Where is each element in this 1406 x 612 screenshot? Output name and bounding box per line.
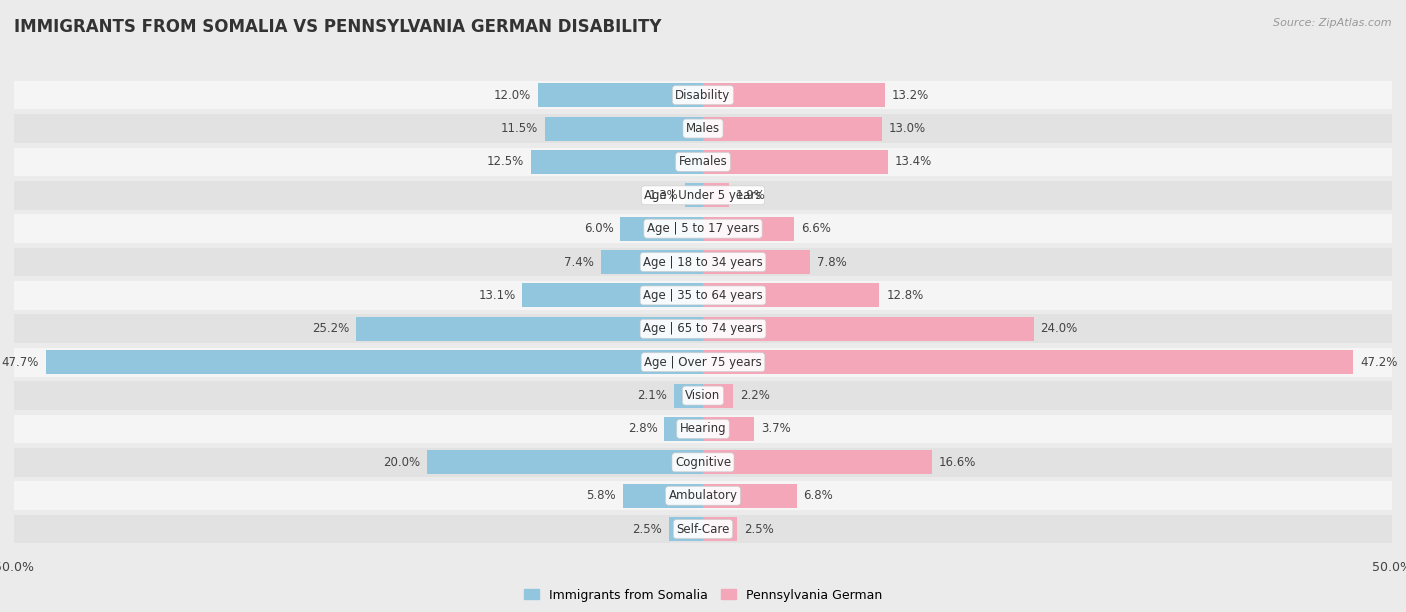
Bar xyxy=(523,283,703,307)
Text: 12.0%: 12.0% xyxy=(494,89,531,102)
Bar xyxy=(703,283,879,307)
Text: Females: Females xyxy=(679,155,727,168)
Bar xyxy=(703,83,884,107)
Bar xyxy=(703,350,1354,374)
Text: 20.0%: 20.0% xyxy=(384,456,420,469)
Text: 1.9%: 1.9% xyxy=(737,188,766,202)
Text: Males: Males xyxy=(686,122,720,135)
Text: 25.2%: 25.2% xyxy=(312,323,349,335)
Bar xyxy=(544,116,703,141)
Text: Age | Over 75 years: Age | Over 75 years xyxy=(644,356,762,368)
Text: 16.6%: 16.6% xyxy=(939,456,976,469)
Bar xyxy=(14,114,1392,143)
Bar xyxy=(531,150,703,174)
Text: 47.2%: 47.2% xyxy=(1360,356,1398,368)
Text: IMMIGRANTS FROM SOMALIA VS PENNSYLVANIA GERMAN DISABILITY: IMMIGRANTS FROM SOMALIA VS PENNSYLVANIA … xyxy=(14,18,662,36)
Text: 1.3%: 1.3% xyxy=(648,188,678,202)
Text: Hearing: Hearing xyxy=(679,422,727,436)
Text: Vision: Vision xyxy=(685,389,721,402)
Bar xyxy=(703,417,754,441)
Bar xyxy=(14,381,1392,410)
Text: 13.1%: 13.1% xyxy=(478,289,516,302)
Bar xyxy=(14,414,1392,443)
Bar xyxy=(14,448,1392,477)
Text: 7.4%: 7.4% xyxy=(564,256,595,269)
Bar xyxy=(14,315,1392,343)
Text: Cognitive: Cognitive xyxy=(675,456,731,469)
Text: 11.5%: 11.5% xyxy=(501,122,537,135)
Bar xyxy=(703,217,794,241)
Text: 5.8%: 5.8% xyxy=(586,489,616,502)
Bar xyxy=(623,483,703,508)
Bar xyxy=(703,250,810,274)
Bar xyxy=(620,217,703,241)
Bar xyxy=(14,515,1392,543)
Bar xyxy=(14,147,1392,176)
Text: 2.2%: 2.2% xyxy=(740,389,770,402)
Bar xyxy=(14,214,1392,243)
Text: 13.2%: 13.2% xyxy=(891,89,929,102)
Text: 7.8%: 7.8% xyxy=(817,256,846,269)
Bar xyxy=(703,150,887,174)
Bar xyxy=(600,250,703,274)
Text: 13.0%: 13.0% xyxy=(889,122,927,135)
Bar xyxy=(685,183,703,207)
Text: Ambulatory: Ambulatory xyxy=(668,489,738,502)
Bar xyxy=(14,248,1392,277)
Text: 6.0%: 6.0% xyxy=(583,222,613,235)
Bar xyxy=(14,482,1392,510)
Text: 6.6%: 6.6% xyxy=(801,222,831,235)
Bar xyxy=(46,350,703,374)
Text: Self-Care: Self-Care xyxy=(676,523,730,536)
Text: 13.4%: 13.4% xyxy=(894,155,932,168)
Text: 6.8%: 6.8% xyxy=(804,489,834,502)
Bar xyxy=(673,384,703,408)
Bar xyxy=(703,517,738,541)
Text: 2.1%: 2.1% xyxy=(637,389,668,402)
Text: Age | 35 to 64 years: Age | 35 to 64 years xyxy=(643,289,763,302)
Bar xyxy=(669,517,703,541)
Text: Age | 18 to 34 years: Age | 18 to 34 years xyxy=(643,256,763,269)
Legend: Immigrants from Somalia, Pennsylvania German: Immigrants from Somalia, Pennsylvania Ge… xyxy=(519,584,887,606)
Text: Age | 5 to 17 years: Age | 5 to 17 years xyxy=(647,222,759,235)
Text: Disability: Disability xyxy=(675,89,731,102)
Text: Age | 65 to 74 years: Age | 65 to 74 years xyxy=(643,323,763,335)
Bar xyxy=(703,450,932,474)
Bar xyxy=(703,116,882,141)
Bar xyxy=(14,181,1392,210)
Bar xyxy=(703,483,797,508)
Text: Source: ZipAtlas.com: Source: ZipAtlas.com xyxy=(1274,18,1392,28)
Bar xyxy=(14,81,1392,110)
Text: 24.0%: 24.0% xyxy=(1040,323,1078,335)
Text: 2.5%: 2.5% xyxy=(744,523,775,536)
Bar xyxy=(703,384,734,408)
Text: 12.5%: 12.5% xyxy=(486,155,524,168)
Text: 3.7%: 3.7% xyxy=(761,422,790,436)
Text: 2.8%: 2.8% xyxy=(628,422,658,436)
Bar xyxy=(14,281,1392,310)
Text: 12.8%: 12.8% xyxy=(886,289,924,302)
Text: 47.7%: 47.7% xyxy=(1,356,39,368)
Bar xyxy=(427,450,703,474)
Bar xyxy=(537,83,703,107)
Bar xyxy=(14,348,1392,376)
Text: Age | Under 5 years: Age | Under 5 years xyxy=(644,188,762,202)
Bar xyxy=(665,417,703,441)
Bar xyxy=(703,317,1033,341)
Bar xyxy=(356,317,703,341)
Bar xyxy=(703,183,730,207)
Text: 2.5%: 2.5% xyxy=(631,523,662,536)
